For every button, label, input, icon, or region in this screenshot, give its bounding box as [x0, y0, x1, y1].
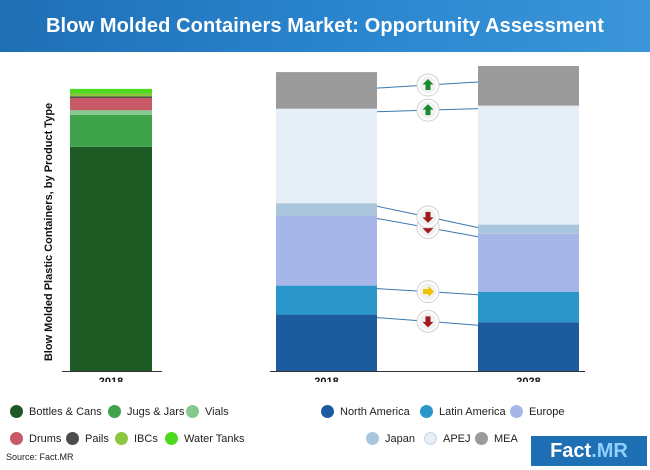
bar-segment-japan-2028 [478, 224, 579, 234]
legend-item-jugs-jars: Jugs & Jars [108, 405, 184, 418]
bar-segment-apej-2028 [478, 105, 579, 225]
y-axis-label: Blow Molded Plastic Containers, by Produ… [43, 103, 55, 361]
legend-swatch [321, 405, 334, 418]
trend-connector-north-america [376, 309, 479, 333]
bar-segment-pails [70, 96, 152, 99]
legend-label: Water Tanks [184, 432, 245, 445]
legend-label: Latin America [439, 405, 506, 418]
bar-segment-japan-2018 [276, 203, 377, 216]
region-chart: 2018 2028 [270, 66, 585, 382]
legend-item-north-america: North America [321, 405, 410, 418]
trend-connector-japan [376, 205, 479, 229]
legend-item-mea: MEA [475, 432, 518, 445]
legend-swatch [115, 432, 128, 445]
legend-label: Europe [529, 405, 565, 418]
bar-segment-latin-america-2018 [276, 285, 377, 315]
bar-segment-mea-2028 [478, 66, 579, 106]
legend-swatch [66, 432, 79, 445]
arrow-up-icon [422, 104, 434, 116]
arrow-up-icon [422, 79, 434, 91]
legend-label: Drums [29, 432, 62, 445]
legend-item-europe: Europe [510, 405, 564, 418]
bar-segment-north-america-2018 [276, 314, 377, 371]
bar-segment-water-tanks [70, 88, 152, 94]
source-note: Source: Fact.MR [6, 452, 74, 462]
legend-swatch [475, 432, 488, 445]
legend-item-bottles-cans: Bottles & Cans [10, 405, 102, 418]
legend-swatch [186, 405, 199, 418]
bar-segment-ibcs [70, 93, 152, 97]
bar-segment-europe-2018 [276, 215, 377, 286]
trend-connector-apej [376, 98, 479, 122]
legend-label: Pails [85, 432, 109, 445]
legend-label: MEA [494, 432, 518, 445]
trend-connector-latin-america [376, 280, 479, 304]
legend-item-japan: Japan [366, 432, 415, 445]
bar-segment-bottles-cans [70, 146, 152, 371]
x-tick-label: 2028 [516, 376, 540, 382]
arrow-down-icon [422, 316, 434, 328]
legend-swatch [424, 432, 437, 445]
x-tick-label: 2018 [314, 376, 338, 382]
legend-swatch [510, 405, 523, 418]
legend-swatch [10, 405, 23, 418]
logo-text-mr: .MR [591, 439, 628, 462]
legend-label: Bottles & Cans [29, 405, 102, 418]
bar-segment-apej-2018 [276, 108, 377, 204]
legend-swatch [420, 405, 433, 418]
trend-connector-mea [376, 73, 479, 97]
legend-label: Jugs & Jars [127, 405, 185, 418]
x-tick-label: 2018 [99, 376, 123, 382]
bar-segment-drums [70, 98, 152, 111]
arrow-right-icon [423, 286, 434, 298]
legend-label: IBCs [134, 432, 158, 445]
bar-segment-latin-america-2028 [478, 291, 579, 323]
legend-label: APEJ [443, 432, 471, 445]
legend-swatch [10, 432, 23, 445]
title-bar: Blow Molded Containers Market: Opportuni… [0, 0, 650, 52]
bar-segment-jugs-jars [70, 114, 152, 147]
chart-area: 2018 Blow Molded Plastic Containers, by P… [43, 66, 585, 382]
legend-item-water-tanks: Water Tanks [165, 432, 245, 445]
legend-label: North America [340, 405, 410, 418]
chart-title: Blow Molded Containers Market: Opportuni… [46, 14, 604, 37]
logo-text-fact: Fact [550, 439, 592, 462]
legend-label: Vials [205, 405, 229, 418]
bar-segment-north-america-2028 [478, 322, 579, 371]
legend-item-ibcs: IBCs [115, 432, 158, 445]
bar-segment-mea-2018 [276, 72, 377, 109]
arrow-down-icon [422, 211, 434, 223]
legend-swatch [165, 432, 178, 445]
legend-item-pails: Pails [66, 432, 109, 445]
legend-item-latin-america: Latin America [420, 405, 506, 418]
legend-label: Japan [385, 432, 415, 445]
bar-segment-vials [70, 110, 152, 115]
bar-segment-europe-2028 [478, 233, 579, 292]
legend-item-drums: Drums [10, 432, 61, 445]
legend-item-vials: Vials [186, 405, 229, 418]
legend-swatch [366, 432, 379, 445]
legend-item-apej: APEJ [424, 432, 471, 445]
legend-swatch [108, 405, 121, 418]
product-type-chart: 2018 Blow Molded Plastic Containers, by P… [43, 88, 162, 382]
factmr-logo: Fact .MR [531, 436, 647, 466]
